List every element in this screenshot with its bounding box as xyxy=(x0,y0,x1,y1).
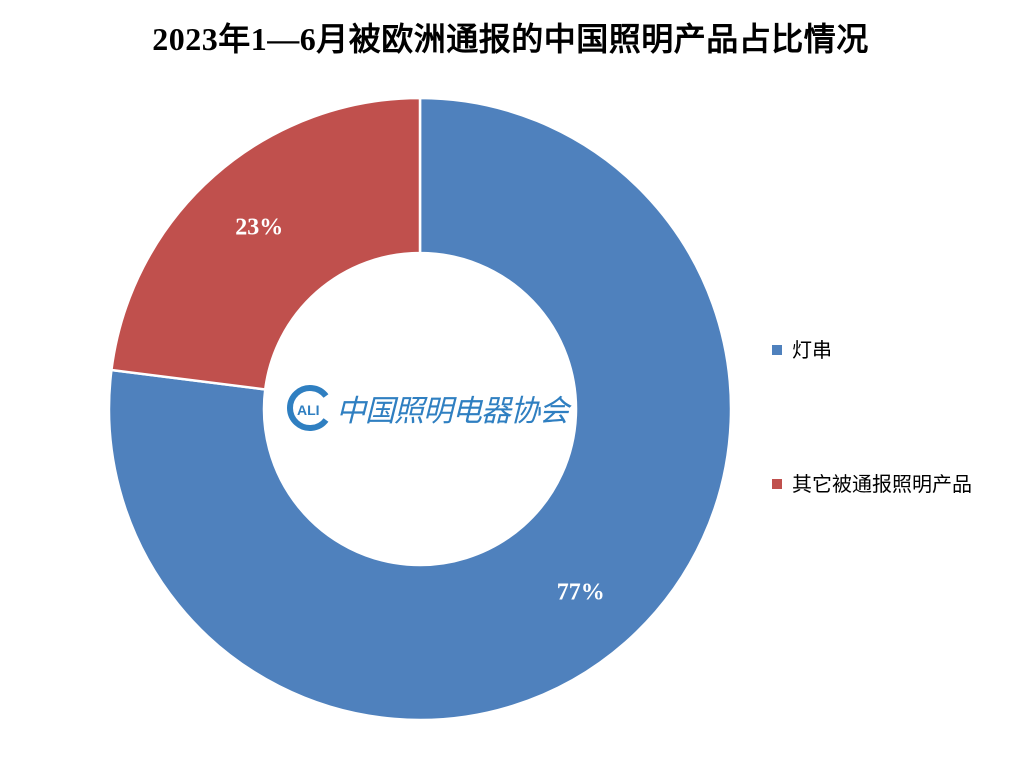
data-label-1: 23% xyxy=(235,215,283,241)
legend-label-1: 其它被通报照明产品 xyxy=(792,472,972,496)
legend-swatch-0 xyxy=(772,345,782,355)
legend-label-0: 灯串 xyxy=(792,338,832,362)
donut-slice-1 xyxy=(110,96,422,391)
svg-text:ALI: ALI xyxy=(297,402,320,418)
data-label-0: 77% xyxy=(557,579,605,605)
legend-item-0: 灯串 xyxy=(772,336,1012,364)
legend-swatch-1 xyxy=(772,479,782,489)
legend-item-1: 其它被通报照明产品 xyxy=(772,470,1012,498)
watermark: ALI 中国照明电器协会 xyxy=(286,380,582,436)
donut-slice-0 xyxy=(107,96,733,722)
chart-title: 2023年1—6月被欧洲通报的中国照明产品占比情况 xyxy=(152,21,869,57)
logo-icon: ALI xyxy=(287,385,329,431)
watermark-text: 中国照明电器协会 xyxy=(336,394,569,429)
